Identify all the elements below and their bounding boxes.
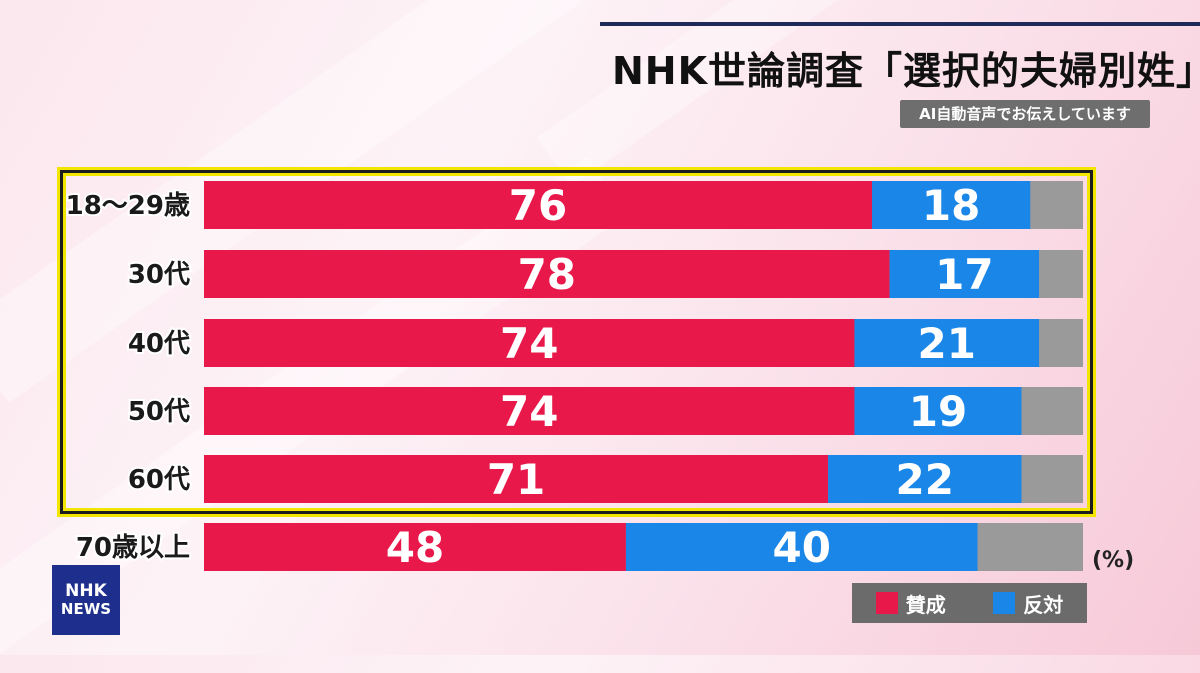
category-label-4: 60代 bbox=[128, 465, 190, 495]
category-label-3: 50代 bbox=[128, 397, 190, 427]
value-label-oppose-3: 19 bbox=[909, 387, 967, 436]
legend-swatch-support bbox=[875, 592, 898, 614]
category-label-5: 70歳以上 bbox=[76, 533, 190, 563]
bar-oppose-3 bbox=[854, 387, 1022, 435]
bar-support-0 bbox=[204, 181, 873, 229]
value-label-support-3: 74 bbox=[500, 387, 558, 436]
value-label-oppose-4: 22 bbox=[896, 455, 954, 504]
bar-oppose-2 bbox=[854, 319, 1040, 367]
nhk-news-logo: NHK NEWS bbox=[52, 565, 120, 635]
stacked-bar-chart: 76 18 18〜29歳 78 17 30代 74 21 40代 74 19 50代 71 22 60代 48… bbox=[64, 181, 1083, 572]
value-label-oppose-2: 21 bbox=[918, 319, 976, 368]
value-label-oppose-0: 18 bbox=[922, 181, 980, 230]
legend-swatch-oppose bbox=[993, 592, 1016, 614]
legend-label-support: 賛成 bbox=[905, 592, 946, 617]
value-label-support-0: 76 bbox=[509, 181, 567, 230]
legend-label-oppose: 反対 bbox=[1023, 592, 1064, 617]
unit-label: (%) bbox=[1092, 548, 1135, 573]
highlight-frame bbox=[57, 167, 1096, 517]
bar-support-2 bbox=[204, 319, 855, 367]
ai-voice-badge: AI自動音声でお伝えしています bbox=[900, 100, 1150, 128]
legend-item-oppose: 反対 bbox=[993, 589, 1063, 618]
legend: 賛成 反対 bbox=[852, 583, 1087, 623]
logo-line1: NHK bbox=[65, 581, 107, 602]
bar-support-5 bbox=[204, 523, 626, 571]
value-label-oppose-5: 40 bbox=[772, 523, 830, 572]
bar-support-3 bbox=[204, 387, 855, 435]
bar-oppose-1 bbox=[889, 250, 1040, 298]
bar-oppose-0 bbox=[872, 181, 1031, 229]
bar-oppose-4 bbox=[828, 455, 1022, 503]
value-label-support-4: 71 bbox=[487, 455, 545, 504]
category-label-2: 40代 bbox=[128, 329, 190, 359]
bar-oppose-5 bbox=[625, 523, 978, 571]
value-label-oppose-1: 17 bbox=[935, 250, 993, 299]
logo-line2: NEWS bbox=[60, 600, 112, 619]
bar-support-1 bbox=[204, 250, 890, 298]
value-label-support-2: 74 bbox=[500, 319, 558, 368]
title-rule bbox=[600, 22, 1200, 26]
legend-item-support: 賛成 bbox=[875, 589, 946, 618]
value-label-support-1: 78 bbox=[518, 250, 576, 299]
bar-support-4 bbox=[204, 455, 829, 503]
value-label-support-5: 48 bbox=[386, 523, 444, 572]
category-label-0: 18〜29歳 bbox=[66, 191, 190, 221]
page-title: NHK世論調査「選択的夫婦別姓」 bbox=[612, 49, 1200, 93]
category-label-1: 30代 bbox=[128, 260, 190, 290]
